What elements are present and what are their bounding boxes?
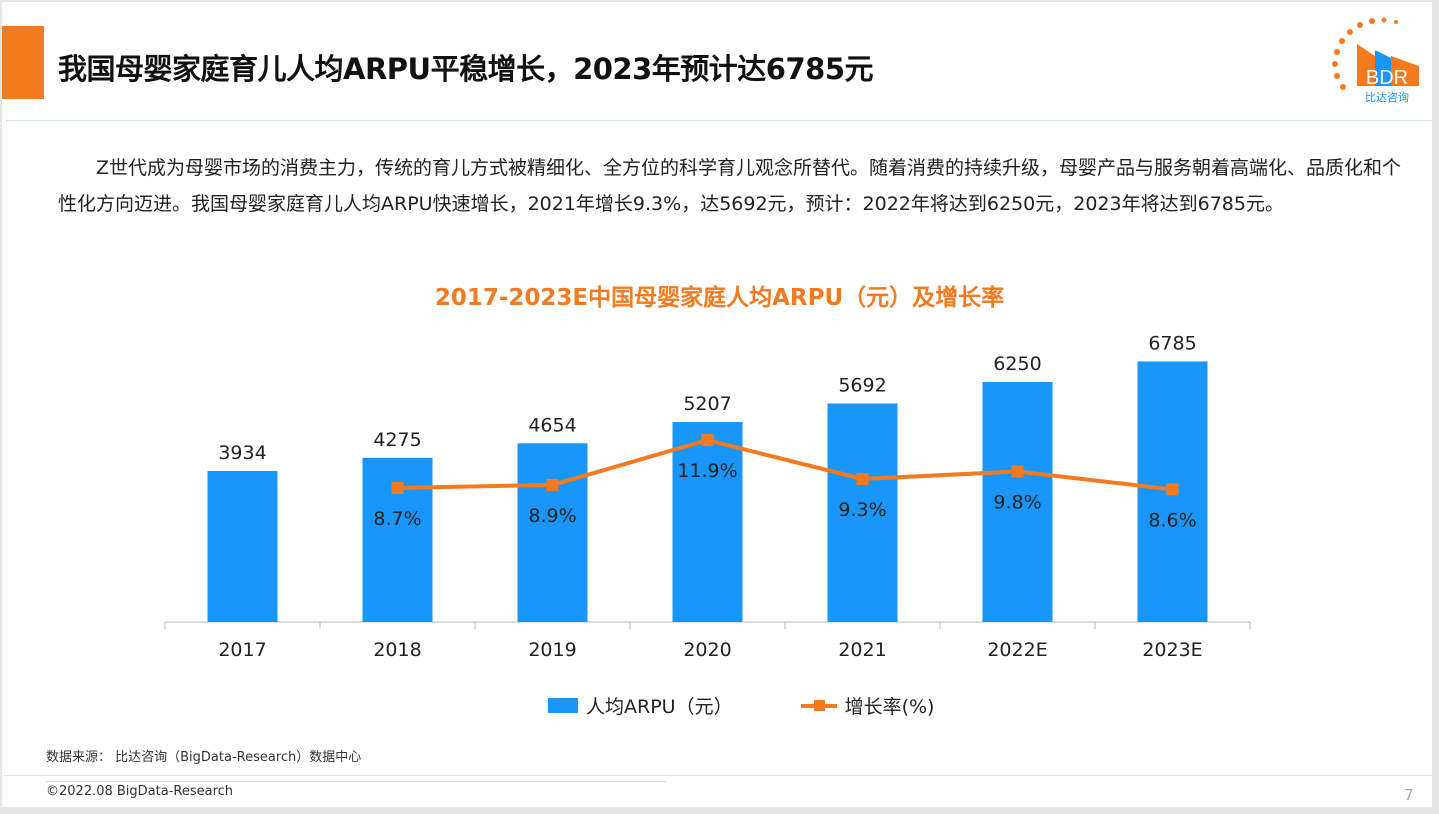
growth-label-2021: 9.3%	[838, 499, 886, 521]
logo-text: BDR	[1366, 67, 1408, 89]
logo-subtext: 比达咨询	[1365, 90, 1409, 104]
bar-label-2020: 5207	[683, 393, 731, 415]
title-accent-bar	[2, 26, 44, 99]
footer-divider	[4, 775, 1439, 776]
chart-title: 2017-2023E中国母婴家庭人均ARPU（元）及增长率	[434, 285, 1005, 311]
legend-swatch-growth	[800, 699, 837, 711]
bar-label-2017: 3934	[218, 442, 266, 464]
growth-label-2019: 8.9%	[528, 505, 576, 527]
legend-swatch-arpu	[548, 698, 578, 713]
header-divider	[6, 120, 1432, 121]
page-number: 7	[1404, 786, 1414, 804]
x-tick-label-2020: 2020	[683, 639, 731, 661]
bar-label-2019: 4654	[528, 414, 576, 436]
growth-marker-2020	[701, 434, 714, 447]
x-tick-label-2019: 2019	[528, 639, 576, 661]
growth-marker-2019	[546, 478, 559, 491]
chart-legend: 人均ARPU（元） 增长率(%)	[548, 692, 934, 719]
data-source: 数据来源： 比达咨询（BigData-Research）数据中心	[46, 750, 362, 765]
bar-label-2023E: 6785	[1148, 332, 1196, 354]
page-title: 我国母婴家庭育儿人均ARPU平稳增长，2023年预计达6785元	[58, 52, 874, 86]
growth-label-2023E: 8.6%	[1148, 509, 1196, 531]
bar-2017	[207, 470, 278, 622]
copyright: ©2022.08 BigData-Research	[46, 784, 234, 799]
x-tick-label-2017: 2017	[218, 639, 266, 661]
growth-line	[397, 438, 1173, 492]
growth-marker-2022E	[1011, 465, 1024, 478]
bar-2019	[517, 443, 588, 622]
bdr-logo: BDR 比达咨询	[1332, 17, 1419, 104]
growth-marker-2021	[856, 472, 869, 485]
bar-label-2021: 5692	[838, 374, 886, 396]
bar-2022E	[982, 382, 1053, 622]
footer-divider-short	[46, 781, 666, 782]
x-tick-label-2022E: 2022E	[987, 639, 1047, 661]
growth-label-2018: 8.7%	[373, 508, 421, 530]
bar-2020	[672, 422, 743, 622]
bar-label-2018: 4275	[373, 429, 421, 451]
summary-paragraph: Z世代成为母婴市场的消费主力，传统的育儿方式被精细化、全方位的科学育儿观念所替代…	[58, 157, 1402, 215]
growth-label-2022E: 9.8%	[993, 491, 1041, 513]
legend-label-arpu: 人均ARPU（元）	[586, 696, 733, 718]
x-tick-label-2018: 2018	[373, 639, 421, 661]
growth-marker-2018	[391, 481, 404, 494]
growth-marker-2023E	[1166, 483, 1179, 496]
growth-label-2020: 11.9%	[677, 460, 737, 482]
bar-label-2022E: 6250	[993, 353, 1041, 375]
x-tick-label-2021: 2021	[838, 639, 886, 661]
x-tick-label-2023E: 2023E	[1142, 639, 1202, 661]
legend-label-growth: 增长率(%)	[844, 696, 935, 718]
bar-2021	[827, 403, 898, 622]
